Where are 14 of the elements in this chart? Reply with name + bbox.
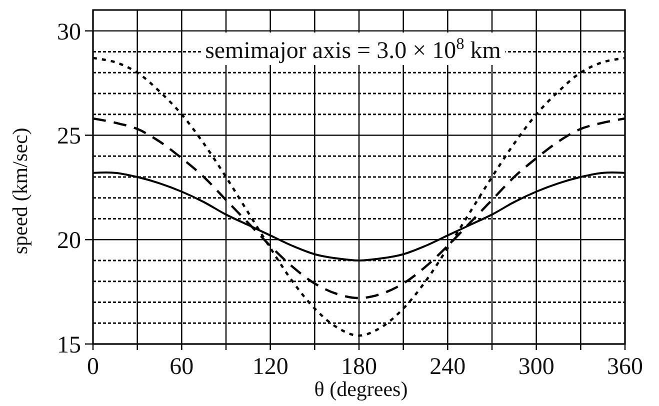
x-tick-label: 120 (252, 354, 288, 380)
x-tick-label: 300 (518, 354, 554, 380)
x-tick-label: 240 (430, 354, 466, 380)
annotation: semimajor axis = 3.0 × 10$^{8}$ km (205, 34, 502, 64)
y-tick-label: 15 (57, 332, 81, 358)
x-tick-label: 60 (170, 354, 194, 380)
y-tick-label: 30 (57, 19, 81, 46)
x-tick-label: 360 (607, 354, 643, 380)
y-tick-label: 25 (57, 124, 81, 150)
x-tick-label: 180 (341, 354, 377, 380)
x-axis-title: θ (degrees) (314, 377, 408, 401)
y-axis-title: speed (km/sec) (8, 128, 32, 254)
x-tick-label: 0 (87, 354, 99, 380)
y-tick-label: 20 (57, 228, 81, 254)
